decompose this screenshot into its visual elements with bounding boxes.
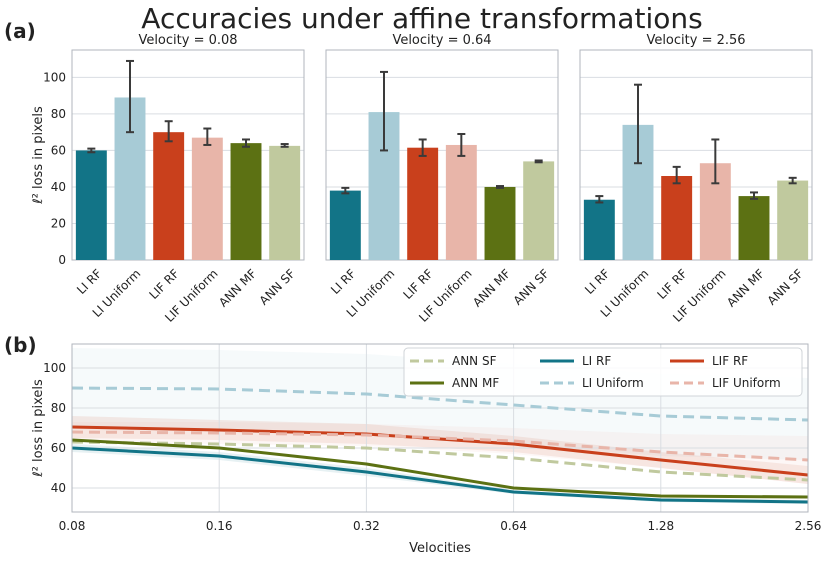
- panel-a-label: (a): [4, 19, 36, 43]
- bar-panel-title: Velocity = 2.56: [646, 33, 745, 48]
- line-lif-uniform: [72, 430, 808, 462]
- legend-label: LIF RF: [712, 354, 748, 368]
- line-li-rf: [72, 446, 808, 504]
- x-tick-label: ANN SF: [257, 266, 298, 307]
- axes-frame: [325, 49, 559, 261]
- x-tick-label: LIF RF: [655, 266, 691, 302]
- band-lif-uniform: [72, 422, 808, 484]
- bar-ann-mf: [738, 196, 770, 260]
- bar-li-rf: [329, 190, 361, 260]
- plot-area: [580, 50, 812, 260]
- y-axis-label: ℓ² loss in pixels: [31, 379, 46, 478]
- y-tick-label: 20: [51, 216, 66, 230]
- x-tick-label: LIF RF: [401, 266, 437, 302]
- y-tick-label: 80: [51, 401, 66, 415]
- line-ann-sf: [72, 440, 808, 482]
- bar-lif-rf: [661, 176, 693, 260]
- bar-lif-rf: [407, 147, 439, 260]
- y-tick-label: 0: [58, 253, 66, 267]
- plot-area: [326, 50, 558, 260]
- x-tick-label: 2.56: [795, 519, 822, 533]
- figure-title: Accuracies under affine transformations: [141, 2, 702, 35]
- x-tick-label: LI RF: [74, 266, 105, 297]
- x-tick-label: 0.64: [500, 519, 527, 533]
- x-tick-label: ANN MF: [216, 266, 259, 309]
- y-tick-label: 40: [51, 481, 66, 495]
- axes-frame: [71, 49, 305, 261]
- y-tick-label: 80: [51, 107, 66, 121]
- bar-li-rf: [75, 150, 107, 260]
- panel-b-label: (b): [4, 333, 37, 357]
- x-tick-label: ANN SF: [511, 266, 552, 307]
- bar-ann-mf: [230, 143, 262, 260]
- line-ann-mf: [72, 438, 808, 499]
- bar-li-rf: [583, 199, 615, 260]
- bar-ann-sf: [269, 145, 301, 260]
- line-lif-rf: [72, 425, 808, 477]
- x-tick-label: ANN MF: [724, 266, 767, 309]
- line-li-uniform: [72, 386, 808, 422]
- x-tick-label: 0.32: [353, 519, 380, 533]
- x-tick-label: LI RF: [582, 266, 613, 297]
- bar-ann-mf: [484, 186, 516, 260]
- legend-label: ANN MF: [452, 376, 499, 390]
- bar-ann-sf: [523, 161, 555, 260]
- x-tick-label: LIF RF: [147, 266, 183, 302]
- band-lif-rf: [72, 416, 808, 484]
- axes-frame: [71, 343, 809, 513]
- legend-label: LI Uniform: [582, 376, 644, 390]
- y-tick-label: 40: [51, 180, 66, 194]
- x-axis-label: Velocities: [409, 541, 471, 556]
- legend-label: LIF Uniform: [712, 376, 781, 390]
- bar-panels: 0 20 40 60 80 100 Velocity = 0.08 ℓ² loss in pi…: [31, 33, 813, 325]
- x-tick-label: 1.28: [647, 519, 674, 533]
- plot-area: [72, 50, 304, 260]
- bar-ann-sf: [777, 180, 809, 260]
- bar-panel-1: 0 20 40 60 80 100 Velocity = 0.08 ℓ² loss in pi…: [31, 33, 305, 325]
- x-tick-label: ANN SF: [765, 266, 806, 307]
- bar-panel-title: Velocity = 0.64: [392, 33, 491, 48]
- y-tick-label: 100: [43, 361, 66, 375]
- bar-panel-title: Velocity = 0.08: [138, 33, 237, 48]
- x-tick-label: LI RF: [328, 266, 359, 297]
- legend: ANN SF ANN MF LI RF LI Uniform LIF RF LIF Uni…: [403, 347, 803, 397]
- y-axis-label: ℓ² loss in pixels: [31, 106, 46, 205]
- x-tick-label: ANN MF: [470, 266, 513, 309]
- line-panel: 40 60 80 100 0.08 0.16 0.32 0.64 1.28 2.56 Velocit…: [31, 343, 822, 556]
- x-tick-label: 0.08: [59, 519, 86, 533]
- axes-frame: [579, 49, 813, 261]
- legend-label: LI RF: [582, 354, 611, 368]
- bar-lif-uniform: [191, 137, 223, 260]
- bar-lif-uniform: [445, 144, 477, 260]
- x-tick-label: 0.16: [206, 519, 233, 533]
- y-tick-label: 60: [51, 441, 66, 455]
- y-tick-label: 60: [51, 143, 66, 157]
- series-lines: [72, 386, 808, 504]
- legend-label: ANN SF: [452, 354, 497, 368]
- bar-lif-rf: [153, 132, 185, 260]
- y-tick-label: 100: [43, 70, 66, 84]
